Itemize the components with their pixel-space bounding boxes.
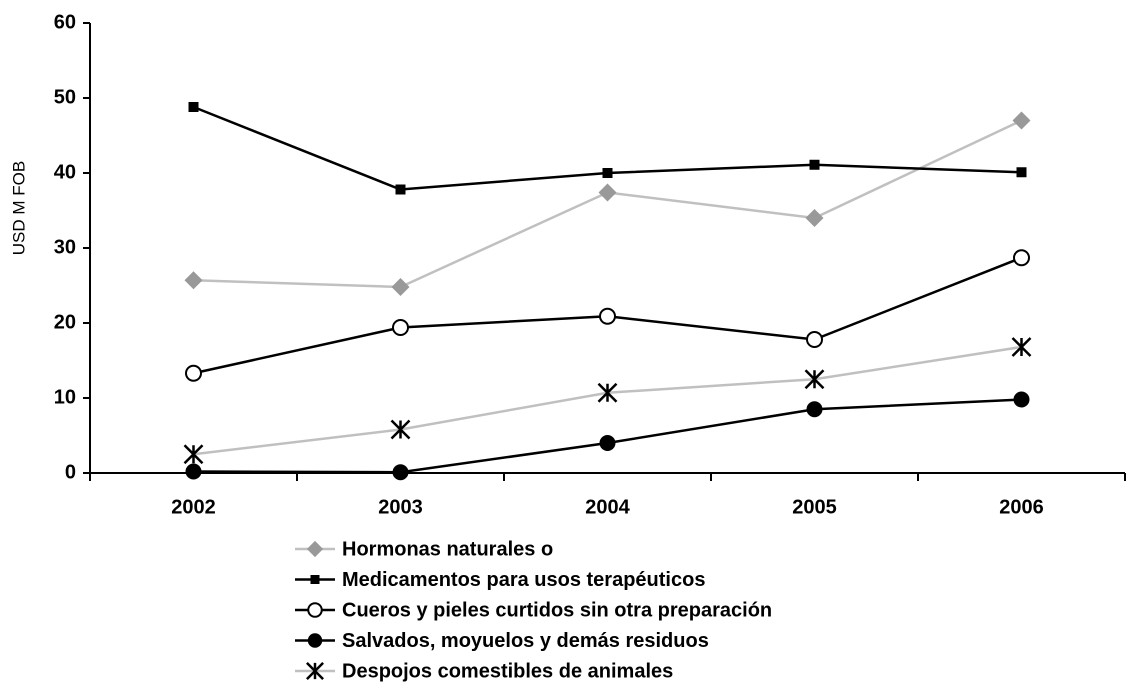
series-line xyxy=(193,119,1023,289)
y-tick-label: 10 xyxy=(54,386,76,408)
marker xyxy=(184,271,203,290)
y-tick-label: 30 xyxy=(54,236,76,258)
x-tick-label: 2005 xyxy=(792,496,837,518)
marker xyxy=(307,633,323,648)
marker xyxy=(599,307,616,325)
marker xyxy=(1012,111,1031,130)
marker xyxy=(804,369,825,390)
marker xyxy=(809,159,820,170)
x-tick-label: 2003 xyxy=(378,496,423,518)
y-tick-label: 20 xyxy=(54,311,76,333)
marker xyxy=(306,662,324,680)
y-tick-label: 50 xyxy=(54,86,76,108)
marker xyxy=(805,209,824,227)
y-tick-label: 40 xyxy=(54,161,76,183)
legend-label: Medicamentos para usos terapéuticos xyxy=(342,569,705,591)
marker xyxy=(392,319,409,336)
y-tick-label: 0 xyxy=(65,461,76,483)
x-tick-label: 2002 xyxy=(171,496,216,518)
y-tick-label: 60 xyxy=(54,11,76,33)
marker xyxy=(806,401,823,418)
marker xyxy=(306,540,324,558)
legend-label: Cueros y pieles curtidos sin otra prepar… xyxy=(342,599,772,621)
marker xyxy=(395,184,406,195)
y-axis-label: USD M FOB xyxy=(9,161,28,255)
marker xyxy=(597,382,618,403)
marker xyxy=(391,278,410,296)
marker xyxy=(599,435,616,451)
marker xyxy=(1011,337,1032,357)
marker xyxy=(392,464,409,481)
marker xyxy=(188,102,199,112)
marker xyxy=(185,463,202,480)
x-tick-label: 2004 xyxy=(585,496,630,518)
marker xyxy=(1013,249,1030,267)
legend-label: Salvados, moyuelos y demás residuos xyxy=(342,630,709,652)
marker xyxy=(185,364,202,382)
marker xyxy=(1013,391,1030,408)
marker xyxy=(806,331,823,348)
marker xyxy=(598,183,617,202)
marker xyxy=(1016,167,1027,178)
marker xyxy=(390,419,411,440)
marker xyxy=(307,602,323,618)
legend-label: Despojos comestibles de animales xyxy=(342,660,673,682)
marker xyxy=(602,168,613,178)
x-tick-label: 2006 xyxy=(999,496,1044,518)
legend-label: Hormonas naturales o xyxy=(342,538,553,560)
marker xyxy=(183,444,204,465)
marker xyxy=(310,575,320,584)
